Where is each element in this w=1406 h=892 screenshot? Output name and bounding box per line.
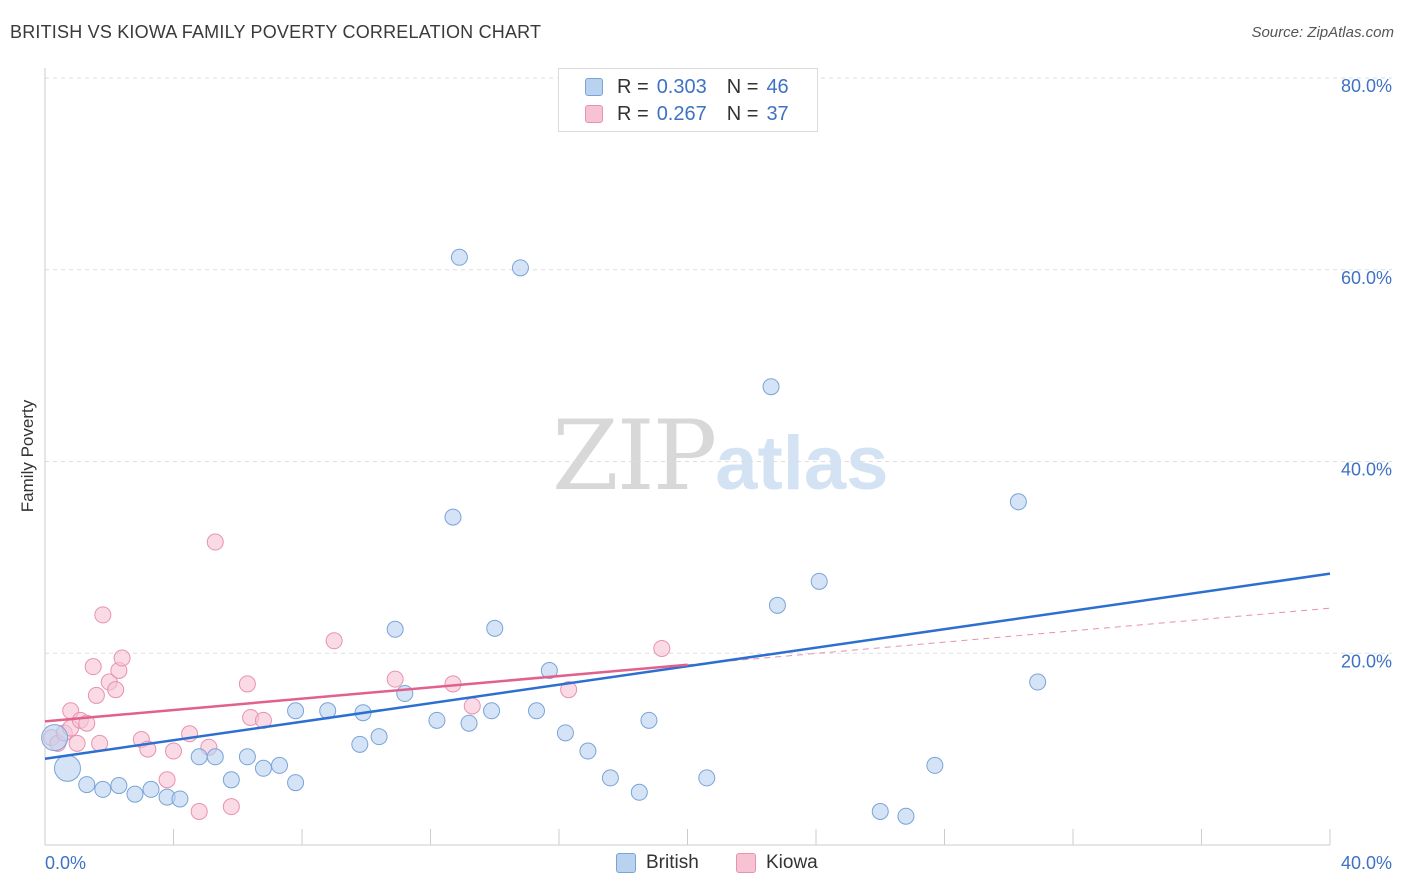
british-point	[1009, 493, 1027, 511]
british-point	[1029, 673, 1047, 691]
source-label: Source: ZipAtlas.com	[1251, 24, 1394, 41]
kiowa-r-label: R =	[617, 102, 649, 125]
y-tick-label: 20.0%	[1341, 651, 1392, 671]
british-point	[444, 508, 462, 526]
kiowa-point	[386, 670, 404, 688]
watermark: ZIPatlas	[552, 400, 888, 512]
british-point	[460, 714, 478, 732]
british-point	[428, 711, 446, 729]
kiowa-point	[68, 734, 86, 752]
british-point	[698, 769, 716, 787]
british-point	[53, 754, 81, 782]
series-legend: British Kiowa	[0, 852, 1406, 878]
british-point	[94, 780, 112, 798]
watermark-zip: ZIP	[552, 400, 717, 512]
british-point	[762, 378, 780, 396]
british-point	[78, 776, 96, 794]
x-tick-label-max: 40.0%	[1341, 853, 1392, 873]
british-point	[528, 702, 546, 720]
legend-kiowa-label: Kiowa	[766, 852, 818, 873]
y-tick-label: 80.0%	[1341, 76, 1392, 96]
british-point	[810, 572, 828, 590]
british-n-label: N =	[726, 75, 759, 98]
british-r-label: R =	[617, 75, 649, 98]
british-point	[351, 735, 369, 753]
british-point	[206, 748, 224, 766]
british-point	[238, 748, 256, 766]
kiowa-point	[84, 658, 102, 676]
british-point	[190, 748, 208, 766]
british-point	[386, 620, 404, 638]
british-point	[450, 248, 468, 266]
british-point	[142, 780, 160, 798]
kiowa-swatch	[585, 105, 603, 123]
british-point	[271, 756, 289, 774]
legend-row-kiowa: R = 0.267 N = 37	[585, 101, 789, 127]
british-point	[768, 596, 786, 614]
british-point	[41, 724, 69, 752]
correlation-legend: R = 0.303 N = 46 R = 0.267 N = 37	[558, 68, 818, 132]
legend-item-kiowa: Kiowa	[736, 852, 818, 874]
british-point	[601, 769, 619, 787]
legend-british-label: British	[646, 852, 699, 873]
watermark-atlas: atlas	[715, 421, 889, 506]
british-n-value: 46	[766, 75, 789, 98]
british-point	[483, 702, 501, 720]
kiowa-n-value: 37	[766, 102, 789, 125]
kiowa-point	[165, 742, 182, 760]
chart-title: BRITISH VS KIOWA FAMILY POVERTY CORRELAT…	[10, 22, 542, 42]
kiowa-point	[94, 606, 112, 624]
kiowa-point	[190, 802, 208, 820]
kiowa-point	[206, 533, 224, 551]
kiowa-point	[107, 681, 125, 699]
legend-row-british: R = 0.303 N = 46	[585, 74, 789, 100]
british-point	[126, 785, 144, 803]
kiowa-n-label: N =	[726, 102, 759, 125]
kiowa-point	[653, 639, 671, 657]
y-tick-label: 40.0%	[1341, 460, 1392, 480]
kiowa-r-value: 0.267	[656, 102, 707, 125]
kiowa-point	[325, 632, 343, 650]
british-point	[540, 662, 558, 680]
y-tick-label: 60.0%	[1341, 268, 1392, 288]
kiowa-point	[238, 675, 256, 693]
british-point	[871, 802, 889, 820]
british-point	[926, 756, 944, 774]
kiowa-trend-line	[44, 663, 688, 723]
x-tick-label-min: 0.0%	[45, 853, 86, 873]
british-point	[579, 742, 597, 760]
british-point	[222, 771, 240, 789]
legend-kiowa-swatch	[736, 853, 756, 873]
kiowa-point	[158, 771, 176, 789]
kiowa-trend-extension	[687, 607, 1331, 666]
legend-item-british: British	[616, 852, 699, 874]
british-swatch	[585, 78, 603, 96]
british-r-value: 0.303	[656, 75, 707, 98]
british-point	[640, 711, 658, 729]
british-point	[254, 759, 272, 777]
british-point	[287, 702, 305, 720]
british-point	[110, 777, 128, 795]
kiowa-point	[87, 686, 105, 704]
british-point	[897, 807, 915, 825]
british-point	[511, 259, 529, 277]
british-point	[556, 724, 574, 742]
british-trend-line	[44, 572, 1331, 760]
british-point	[486, 619, 504, 637]
kiowa-point	[113, 649, 131, 667]
legend-british-swatch	[616, 853, 636, 873]
kiowa-point	[222, 798, 240, 816]
kiowa-point	[463, 697, 481, 715]
british-point	[370, 728, 388, 746]
british-point	[171, 790, 189, 808]
british-point	[630, 783, 648, 801]
kiowa-point	[560, 681, 578, 699]
british-point	[287, 774, 305, 792]
